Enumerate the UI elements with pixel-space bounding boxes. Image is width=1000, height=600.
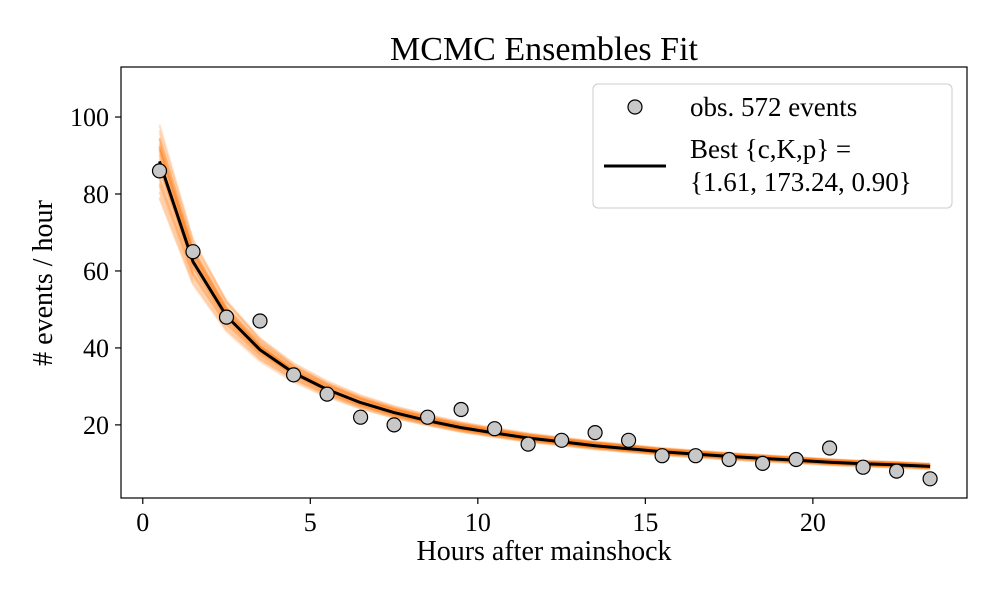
y-axis-ticks: 20 40 60 80 100 [70, 103, 121, 440]
legend-observed-marker [627, 99, 643, 115]
ensemble-curve [158, 167, 931, 468]
ensemble-curve [158, 179, 931, 470]
y-tick-label: 80 [83, 180, 109, 209]
legend-best-fit-label-line2: {1.61, 173.24, 0.90} [690, 167, 912, 197]
observed-point [888, 463, 905, 479]
x-tick-label: 10 [465, 508, 491, 537]
y-tick-label: 100 [70, 103, 109, 132]
observed-point [520, 436, 536, 452]
ensemble-curve [158, 180, 931, 466]
chart-title: MCMC Ensembles Fit [390, 31, 698, 68]
x-tick-label: 20 [800, 508, 826, 537]
ensemble-curve [158, 184, 931, 468]
ensemble-curve [158, 196, 931, 468]
legend-box [592, 83, 953, 209]
observed-point [185, 244, 201, 260]
observed-point [252, 313, 268, 329]
ensemble-curve [158, 166, 931, 468]
observed-point [788, 451, 804, 468]
observed-point [922, 471, 938, 487]
y-tick-label: 40 [83, 334, 109, 363]
observed-point [453, 401, 469, 418]
x-tick-label: 5 [304, 508, 317, 537]
ensemble-curve [158, 183, 931, 468]
legend-observed-label: obs. 572 events [690, 92, 857, 122]
observed-point [218, 309, 235, 325]
ensemble-curve [158, 190, 931, 468]
ensemble-curve [158, 177, 931, 469]
observed-point [654, 448, 670, 464]
observed-point [754, 455, 771, 471]
ensemble-curve [158, 170, 931, 468]
ensemble-curve [158, 167, 931, 466]
observed-points [151, 163, 938, 487]
y-tick-label: 60 [83, 257, 109, 286]
ensemble-curve [158, 185, 931, 466]
ensemble-curve [158, 175, 931, 466]
ensemble-curve [158, 182, 931, 466]
legend-best-fit-label-line1: Best {c,K,p} = [690, 134, 851, 164]
ensemble-curve [158, 191, 931, 470]
observed-point [487, 421, 503, 437]
plot-frame [120, 66, 968, 499]
ensemble-curve [158, 176, 931, 469]
ensemble-curve [158, 191, 931, 466]
ensemble-curve [158, 167, 931, 470]
observed-point [687, 448, 704, 464]
ensemble-curve [158, 197, 931, 469]
observed-point [821, 440, 838, 456]
y-axis-label: # events / hour [28, 200, 59, 366]
x-axis-label: Hours after mainshock [416, 536, 671, 567]
observed-point [587, 425, 603, 441]
observed-point [286, 367, 302, 383]
ensemble-curve [158, 169, 931, 469]
ensemble-curve [158, 186, 931, 469]
observed-point [386, 417, 402, 433]
ensemble-curve [158, 165, 931, 466]
observed-point [151, 163, 168, 179]
ensemble-curve [158, 164, 931, 468]
y-tick-label: 20 [83, 411, 109, 440]
observed-point [553, 432, 570, 448]
x-tick-label: 0 [136, 508, 149, 537]
observed-point [620, 432, 637, 448]
x-tick-label: 15 [632, 508, 658, 537]
ensemble-curve [158, 164, 931, 466]
observed-point [420, 409, 436, 425]
ensemble-curve [158, 177, 931, 466]
observed-point [319, 386, 335, 402]
observed-point [353, 409, 369, 425]
ensemble-curve [158, 166, 931, 471]
observed-point [855, 459, 871, 475]
legend: obs. 572 events Best {c,K,p} = {1.61, 17… [592, 83, 953, 209]
x-axis-ticks: 0 5 10 15 20 [136, 498, 826, 537]
ensemble-curve [158, 197, 931, 467]
observed-point [721, 451, 737, 468]
